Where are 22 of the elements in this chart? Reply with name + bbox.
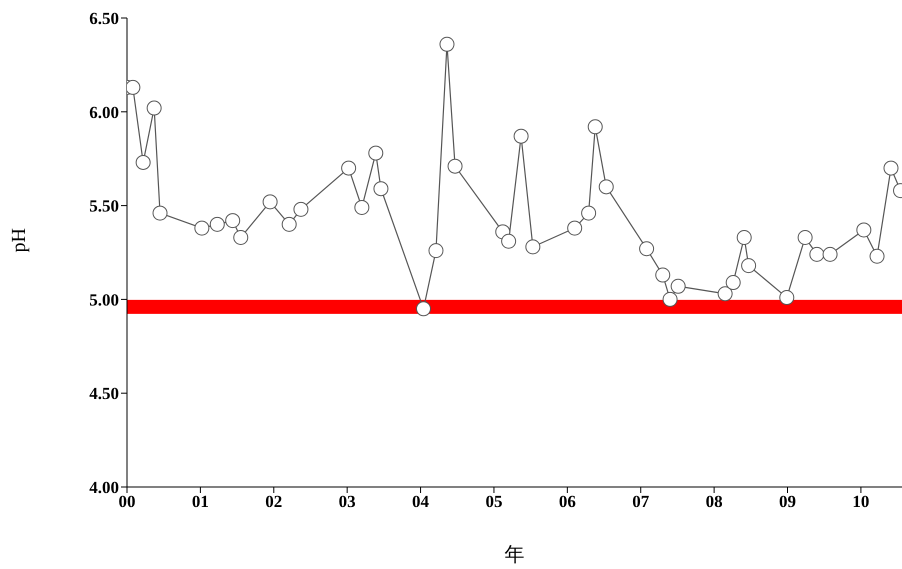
x-tick-label: 02 — [265, 492, 282, 512]
x-tick-label: 05 — [485, 492, 502, 512]
x-tick-label: 01 — [192, 492, 209, 512]
y-tick-label: 4.00 — [89, 478, 119, 498]
x-tick-label: 00 — [118, 492, 136, 512]
y-tick-label: 5.50 — [89, 196, 119, 216]
y-axis-title: pH — [8, 228, 30, 252]
x-tick-label: 09 — [779, 492, 796, 512]
x-tick-label: 07 — [632, 492, 650, 512]
y-tick-label: 4.50 — [89, 384, 119, 404]
y-tick-label: 5.00 — [89, 290, 119, 310]
x-tick-label: 06 — [558, 492, 576, 512]
x-axis-title: 年 — [504, 544, 524, 566]
y-tick-label: 6.50 — [89, 9, 119, 28]
point — [662, 292, 678, 307]
x-tick-label: 08 — [706, 492, 723, 512]
x-tick-label: 04 — [412, 492, 430, 512]
x-tick-label: 03 — [338, 492, 356, 512]
point — [779, 290, 794, 306]
point — [416, 301, 431, 316]
y-tick-label: 6.00 — [89, 102, 119, 122]
x-tick-label: 10 — [852, 492, 870, 512]
